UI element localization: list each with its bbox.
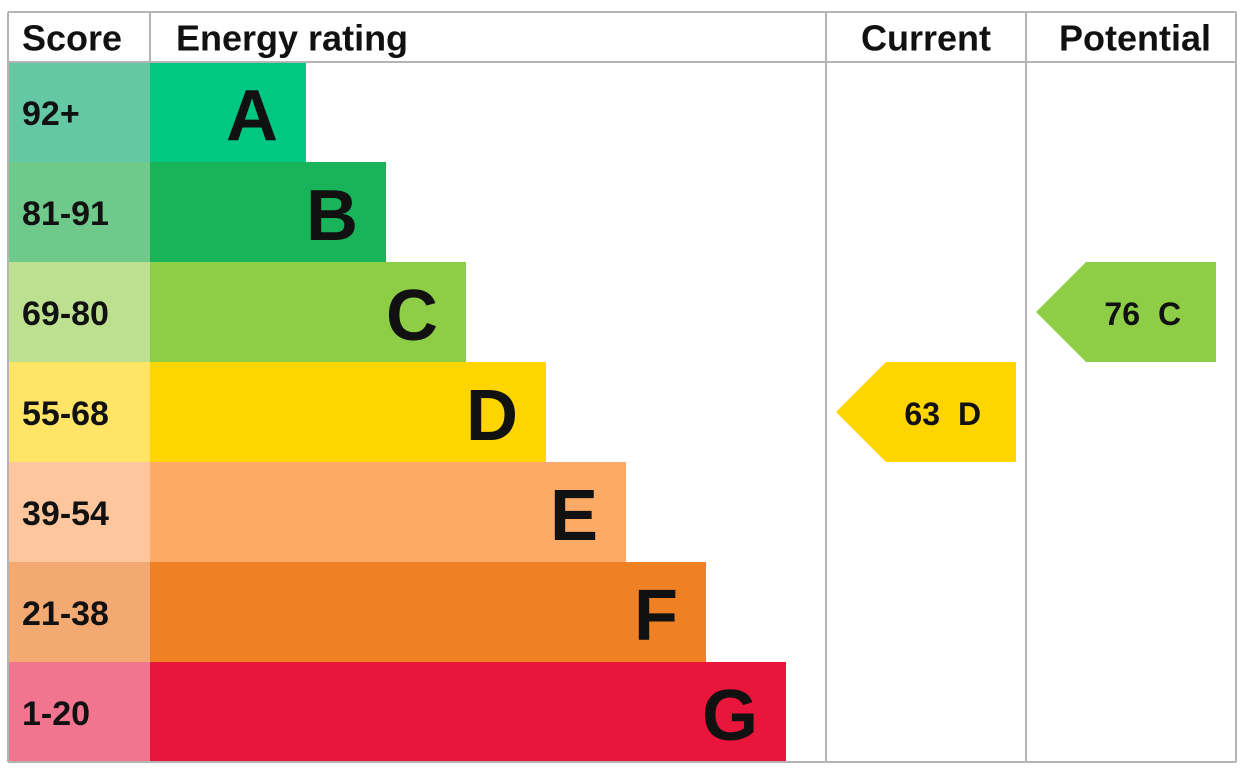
score-range: 39-54 (22, 495, 109, 533)
rating-bar (150, 562, 706, 662)
score-cell (8, 62, 150, 162)
header-potential: Potential (1059, 18, 1211, 59)
current-arrow (836, 362, 1016, 462)
current-value: 63 (904, 396, 940, 432)
score-cell (8, 662, 150, 762)
potential-value: 76 (1104, 296, 1140, 332)
rating-bar (150, 662, 786, 762)
rating-letter: B (306, 176, 358, 256)
rating-letter: F (634, 576, 678, 656)
score-range: 69-80 (22, 295, 109, 333)
rating-bar (150, 362, 546, 462)
score-range: 1-20 (22, 695, 90, 733)
score-cell (8, 462, 150, 562)
score-cell (8, 262, 150, 362)
score-range: 81-91 (22, 195, 109, 233)
rating-letter: E (550, 476, 598, 556)
header-energy-rating: Energy rating (176, 18, 408, 59)
score-cell (8, 162, 150, 262)
rating-bar (150, 62, 306, 162)
rating-bar (150, 162, 386, 262)
rating-letter: D (466, 376, 518, 456)
score-range: 21-38 (22, 595, 109, 633)
rating-bar (150, 262, 466, 362)
potential-letter: C (1158, 296, 1181, 332)
rating-letter: C (386, 276, 438, 356)
score-range: 55-68 (22, 395, 109, 433)
header-current: Current (861, 18, 991, 59)
header-score: Score (22, 18, 122, 59)
rating-letter: A (226, 76, 278, 156)
score-cell (8, 362, 150, 462)
current-letter: D (958, 396, 981, 432)
rating-bar (150, 462, 626, 562)
potential-arrow (1036, 262, 1216, 362)
score-range: 92+ (22, 95, 80, 133)
rating-letter: G (702, 676, 758, 756)
score-cell (8, 562, 150, 662)
